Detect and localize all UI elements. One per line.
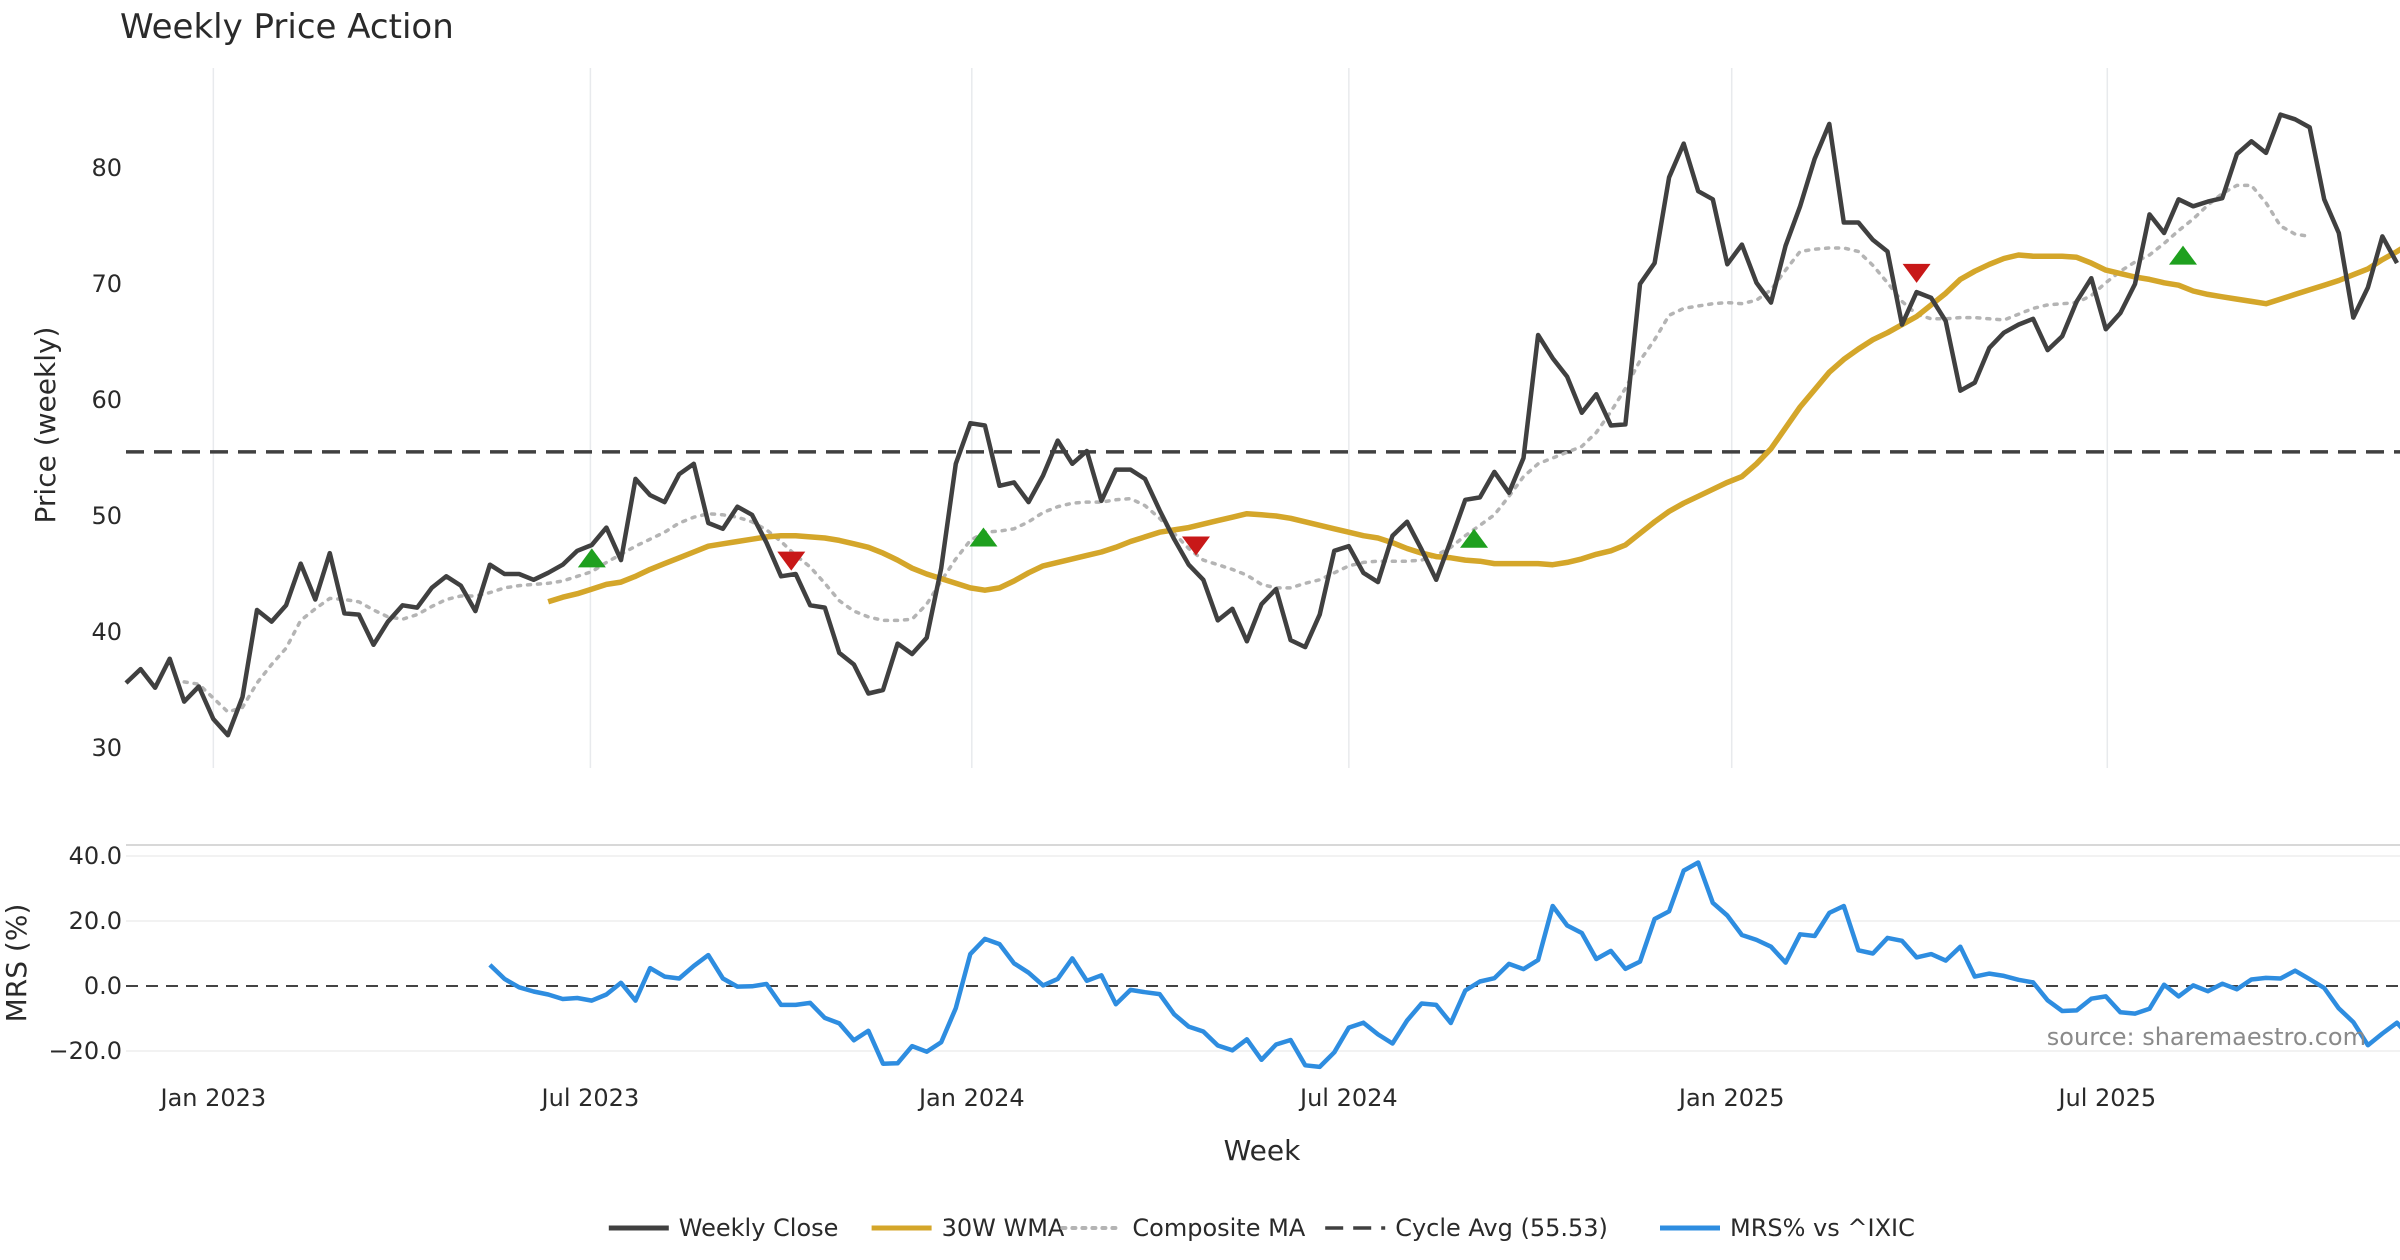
composite-ma-line <box>182 183 2312 714</box>
legend-item[interactable]: Weekly Close <box>608 1214 839 1242</box>
mrs-series <box>488 860 2400 1070</box>
legend-label: Weekly Close <box>679 1214 839 1242</box>
legend-item[interactable]: MRS% vs ^IXIC <box>1660 1214 1915 1242</box>
sell-signal-marker <box>1181 536 1210 556</box>
price-y-ticks: 30 40 50 60 70 80 <box>91 154 122 762</box>
mrs-y-tick-label: 40.0 <box>69 842 122 870</box>
price-y-tick-label: 70 <box>91 270 122 298</box>
price-y-tick-label: 30 <box>91 734 122 762</box>
x-tick-label: Jan 2023 <box>158 1084 266 1112</box>
mrs-y-ticks: 40.0 20.0 0.0 −20.0 <box>48 842 122 1065</box>
30w-wma-line <box>547 246 2400 605</box>
legend-label: 30W WMA <box>942 1214 1065 1242</box>
chart-legend[interactable]: Weekly Close 30W WMA Composite MA Cycle Avg… <box>608 1214 1915 1242</box>
mrs-y-tick-label: −20.0 <box>48 1037 122 1065</box>
sell-signal-marker <box>777 551 806 571</box>
price-y-tick-label: 80 <box>91 154 122 182</box>
price-y-tick-label: 40 <box>91 618 122 646</box>
buy-signal-marker <box>2169 245 2198 265</box>
x-ticks: Jan 2023 Jul 2023 Jan 2024 Jul 2024 Jan 2025… <box>158 1084 2156 1112</box>
price-gridlines <box>212 68 2109 768</box>
price-series <box>124 112 2400 738</box>
weekly-close-line <box>124 112 2399 738</box>
buy-signal-marker <box>969 527 998 547</box>
trade-signals <box>577 245 2198 571</box>
x-axis-label: Week <box>1224 1134 1301 1167</box>
chart-title: Weekly Price Action <box>120 7 454 47</box>
x-tick-label: Jul 2024 <box>1298 1084 1398 1112</box>
price-y-tick-label: 50 <box>91 502 122 530</box>
sell-signal-marker <box>1902 263 1931 283</box>
source-note: source: sharemaestro.com <box>2047 1023 2366 1051</box>
x-tick-label: Jan 2025 <box>1677 1084 1785 1112</box>
mrs-gridlines <box>126 844 2400 1052</box>
price-y-tick-label: 60 <box>91 386 122 414</box>
legend-label: Cycle Avg (55.53) <box>1395 1214 1608 1242</box>
x-tick-label: Jul 2023 <box>540 1084 640 1112</box>
legend-item[interactable]: 30W WMA <box>871 1214 1065 1242</box>
legend-item[interactable]: Composite MA <box>1060 1214 1306 1242</box>
mrs-y-axis-label: MRS (%) <box>0 904 33 1023</box>
buy-signal-marker <box>1460 528 1489 548</box>
legend-item[interactable]: Cycle Avg (55.53) <box>1325 1214 1608 1242</box>
price-y-axis-label: Price (weekly) <box>29 327 62 524</box>
legend-label: MRS% vs ^IXIC <box>1730 1214 1915 1242</box>
x-tick-label: Jul 2025 <box>2056 1084 2156 1112</box>
legend-label: Composite MA <box>1132 1214 1305 1242</box>
mrs-line <box>488 860 2400 1070</box>
x-tick-label: Jan 2024 <box>917 1084 1025 1112</box>
mrs-y-tick-label: 20.0 <box>69 907 122 935</box>
buy-signal-marker <box>577 548 606 568</box>
mrs-y-tick-label: 0.0 <box>84 972 122 1000</box>
